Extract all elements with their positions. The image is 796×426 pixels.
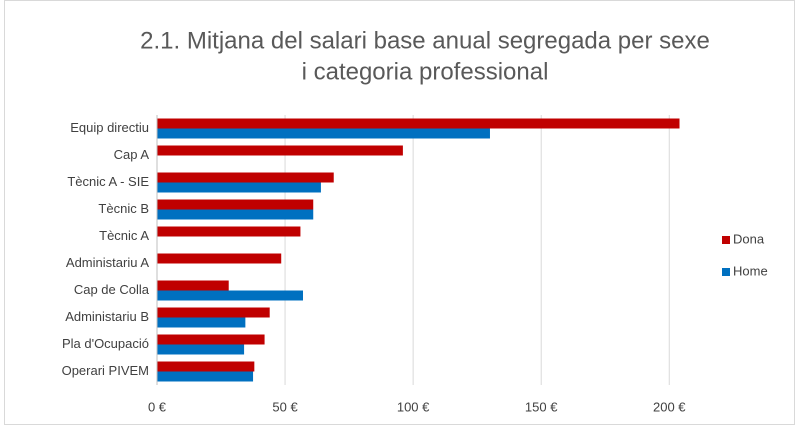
x-tick-label: 0 € — [148, 399, 167, 414]
y-tick-label: Tècnic A — [99, 228, 149, 243]
x-tick-label: 100 € — [397, 399, 430, 414]
bar — [157, 199, 314, 210]
x-tick-label: 50 € — [272, 399, 298, 414]
legend-label: Dona — [733, 231, 765, 246]
legend-swatch — [722, 268, 730, 276]
x-tick-label: 200 € — [653, 399, 686, 414]
bar — [157, 182, 321, 193]
bar — [157, 371, 254, 382]
y-tick-label: Administariu B — [65, 309, 149, 324]
bar — [157, 118, 680, 129]
y-tick-label: Tècnic A - SIE — [67, 174, 149, 189]
y-tick-label: Cap A — [114, 147, 150, 162]
chart-title: i categoria professional — [302, 58, 549, 85]
bar — [157, 361, 255, 372]
legend-label: Home — [733, 263, 768, 278]
bar — [157, 145, 403, 156]
legend-swatch — [722, 236, 730, 244]
bar — [157, 280, 229, 291]
y-tick-label: Pla d'Ocupació — [62, 336, 149, 351]
bar — [157, 209, 314, 220]
bar — [157, 226, 301, 237]
y-tick-label: Tècnic B — [98, 201, 149, 216]
chart-title: 2.1. Mitjana del salari base anual segre… — [140, 27, 710, 54]
bar — [157, 334, 265, 345]
bar — [157, 172, 334, 183]
y-tick-label: Cap de Colla — [74, 282, 150, 297]
bar — [157, 344, 245, 355]
bar — [157, 290, 303, 301]
y-tick-label: Equip directiu — [70, 120, 149, 135]
chart-border — [4, 0, 795, 425]
x-tick-label: 150 € — [525, 399, 558, 414]
bar — [157, 128, 490, 139]
y-tick-label: Operari PIVEM — [62, 363, 149, 378]
bar — [157, 317, 246, 328]
y-tick-label: Administariu A — [66, 255, 149, 270]
bar — [157, 253, 282, 264]
bar — [157, 307, 270, 318]
